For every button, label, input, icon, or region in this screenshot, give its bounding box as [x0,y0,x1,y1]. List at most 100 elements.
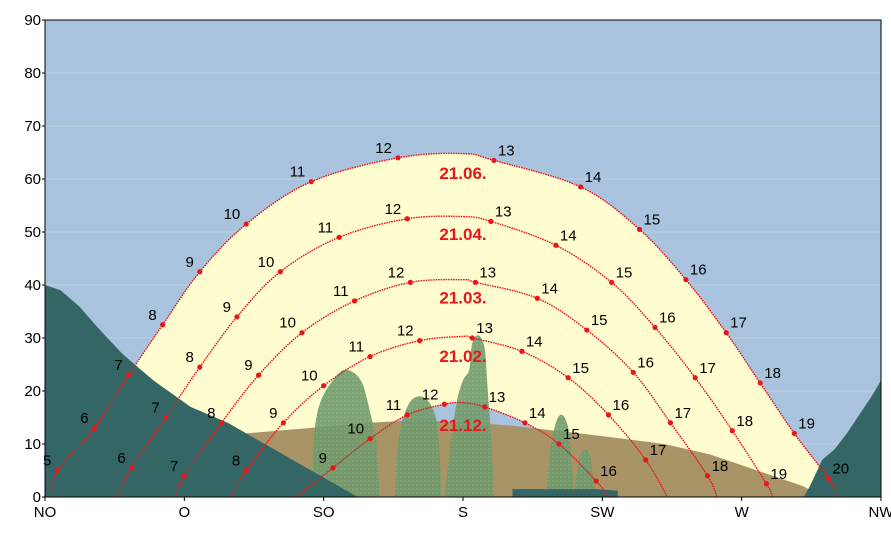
hour-point [605,412,612,418]
hour-point [763,481,770,487]
hour-point [491,157,497,164]
hour-point [336,234,342,240]
hour-label: 16 [690,262,707,279]
hour-point [584,327,590,333]
axes: 0 10 20 30 40 50 60 70 80 90 NO O SO S SW W NW [24,12,891,521]
hour-label: 12 [385,201,402,218]
hour-label: 11 [318,219,334,236]
hour-label: 15 [591,312,608,329]
x-tick-label: NW [869,504,891,521]
hour-label: 13 [498,142,515,159]
hour-point [367,353,373,360]
hour-label: 12 [422,386,439,403]
hour-label: 18 [712,458,729,475]
hour-point [91,425,98,431]
date-label: 21.03. [439,289,486,308]
hour-point [277,269,283,275]
hour-point [299,330,305,336]
hour-point [197,364,203,370]
sun-path-line [50,152,839,498]
hour-point [652,324,658,330]
hour-label: 10 [347,421,364,438]
hour-point [256,372,262,378]
series-4: 8 9 10 11 12 13 14 15 16 17 21.02. [230,320,669,498]
hour-point [482,404,488,410]
hour-label: 16 [659,309,676,326]
near-hill-right [803,380,881,497]
hour-label: 10 [279,315,296,332]
hour-label: 18 [764,365,781,382]
near-ridge [512,489,618,497]
hour-label: 20 [832,460,849,477]
hour-point [757,380,763,386]
hour-label: 10 [258,254,275,271]
hour-point [417,338,423,344]
hour-label: 10 [301,368,318,385]
hour-label: 7 [151,400,159,417]
hour-point [565,375,571,381]
sun-area [51,153,838,497]
hour-label: 11 [290,164,306,181]
hour-point [630,369,636,376]
hour-label: 15 [643,211,660,228]
hour-point [197,269,203,275]
date-label: 21.04. [439,225,486,244]
hour-label: 7 [170,458,178,475]
hour-point [534,295,540,301]
hour-label: 14 [560,227,577,244]
hour-point [218,420,225,426]
hour-point [321,383,327,389]
hour-point [825,475,831,482]
x-tick-label: SW [590,504,615,521]
hour-label: 14 [526,333,543,350]
hour-label: 6 [117,450,125,467]
trees [311,335,597,497]
hour-label: 16 [600,463,617,480]
hour-point [667,420,674,426]
y-tick-label: 50 [24,224,41,241]
hour-label: 14 [585,169,602,186]
hour-point [243,221,249,227]
hour-label: 13 [476,320,493,337]
plot-frame [44,19,882,498]
hour-point [522,420,528,426]
hour-point [441,401,448,407]
hour-label: 7 [114,357,122,374]
hour-point [54,467,60,474]
hour-label: 9 [269,405,277,422]
hour-point [636,226,643,232]
hour-point [519,348,525,354]
near-hill-left [45,285,358,497]
y-tick-label: 80 [24,65,41,82]
y-tick-label: 90 [24,12,41,29]
series-2: 6 7 8 9 10 11 12 13 14 15 16 17 18 19 21.04. [115,201,787,498]
y-tick-label: 30 [24,330,41,347]
hour-label: 12 [397,323,414,340]
hour-label: 5 [43,453,51,470]
series-5: 9 10 11 12 13 14 15 16 21.12. [295,386,617,498]
hour-label: 8 [207,405,215,422]
hour-point [556,441,562,447]
hour-label: 17 [699,360,716,377]
hour-point [160,322,166,328]
y-tick-label: 10 [24,436,41,453]
hour-label: 16 [637,354,654,371]
hour-label: 15 [616,264,633,281]
hour-point [643,457,649,463]
hour-point [488,218,494,224]
hour-label: 8 [232,453,240,470]
hour-label: 11 [386,397,402,414]
hour-label: 12 [388,264,405,281]
y-tick-label: 20 [24,383,41,400]
x-tick-label: W [735,504,750,521]
hour-label: 12 [375,140,392,157]
hour-point [578,184,584,190]
hour-point [280,420,287,426]
hour-label: 17 [730,315,747,332]
hour-point [126,372,132,378]
x-tick-label: NO [34,504,57,521]
y-tick-label: 40 [24,277,41,294]
y-tick-label: 60 [24,171,41,188]
hour-point [395,155,401,161]
date-label: 21.12. [439,416,486,435]
